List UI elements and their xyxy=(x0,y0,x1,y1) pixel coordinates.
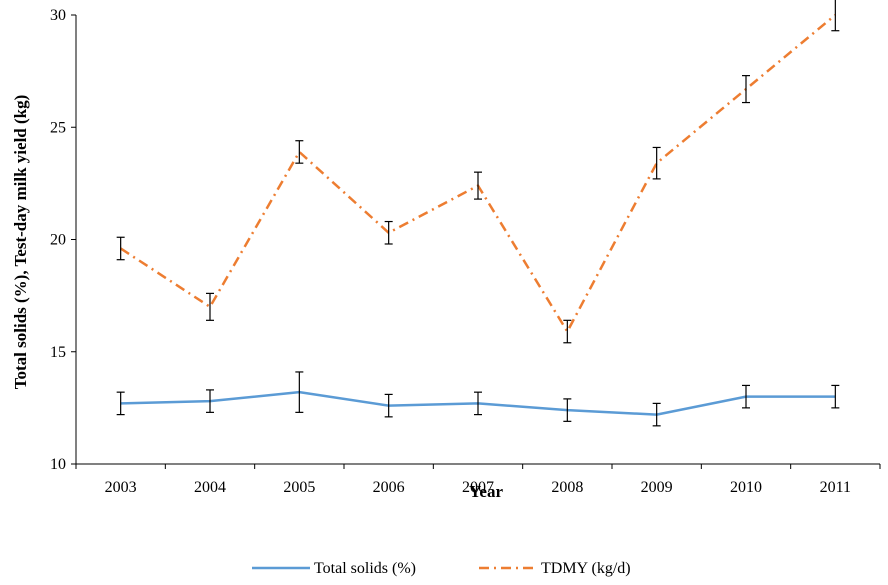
error-bar xyxy=(295,371,304,413)
x-tick-label: 2010 xyxy=(730,479,762,496)
x-tick-label: 2005 xyxy=(283,479,315,496)
x-tick-label: 2008 xyxy=(551,479,583,496)
y-axis-title: Total solids (%), Test-day milk yield (k… xyxy=(11,95,30,390)
error-bar xyxy=(563,319,572,344)
series-layer xyxy=(116,0,840,427)
error-bar xyxy=(831,384,840,409)
series-1 xyxy=(116,371,840,427)
x-tick-label: 2007 xyxy=(462,479,494,496)
error-bar xyxy=(384,393,393,418)
error-bar xyxy=(474,391,482,416)
x-tick-label: 2009 xyxy=(641,479,673,496)
error-bar xyxy=(652,146,661,180)
error-bar xyxy=(384,220,393,245)
legend-item-1: Total solids (%) xyxy=(252,560,416,577)
y-tick-label: 10 xyxy=(50,456,66,473)
error-bar xyxy=(563,398,572,422)
x-tick-label: 2004 xyxy=(194,479,226,496)
error-bar xyxy=(474,171,482,200)
legend-item-2: TDMY (kg/d) xyxy=(479,560,631,577)
error-bar xyxy=(206,389,214,413)
x-axis-title: Year xyxy=(469,482,503,501)
series-2 xyxy=(116,0,840,344)
legend-label: TDMY (kg/d) xyxy=(541,560,631,577)
x-tick-label: 2011 xyxy=(820,479,851,496)
error-bar xyxy=(652,402,661,427)
y-tick-label: 30 xyxy=(50,7,66,24)
y-tick-label: 15 xyxy=(50,344,66,361)
y-tick-label: 20 xyxy=(50,232,66,249)
y-axis-ticks: 10 15 20 25 30 xyxy=(50,7,76,473)
legend: Total solids (%) TDMY (kg/d) xyxy=(252,560,631,577)
error-bar xyxy=(742,75,750,104)
x-tick-label: 2006 xyxy=(373,479,405,496)
error-bar xyxy=(742,384,750,409)
error-bar xyxy=(206,292,214,321)
error-bar xyxy=(295,140,304,164)
y-tick-label: 25 xyxy=(50,119,66,136)
legend-label: Total solids (%) xyxy=(314,560,416,577)
error-bar xyxy=(116,391,125,416)
x-tick-label: 2003 xyxy=(105,479,137,496)
error-bar xyxy=(831,0,840,32)
error-bar xyxy=(116,236,125,261)
x-axis-ticks: 2003 2004 2005 2006 2007 2008 2009 2010 2011 xyxy=(75,464,881,496)
